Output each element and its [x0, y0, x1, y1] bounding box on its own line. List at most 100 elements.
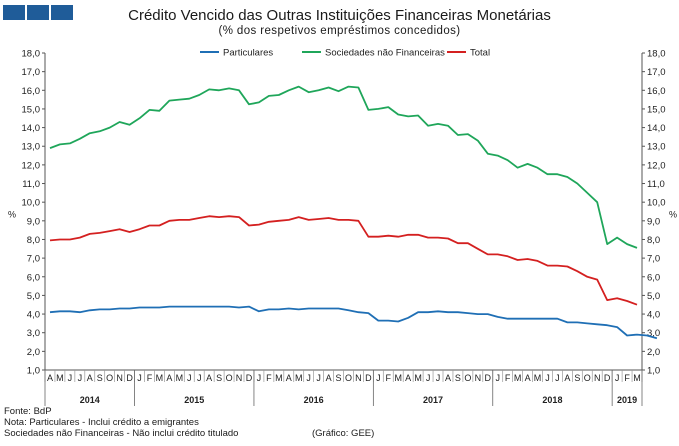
x-year-label: 2015 [184, 395, 204, 405]
x-month-label: J [187, 373, 192, 383]
y-tick-label: 15,0 [647, 104, 666, 115]
logo-square [51, 5, 73, 20]
series-line-sociedades [49, 85, 638, 249]
x-month-label: O [345, 373, 352, 383]
x-month-label: A [564, 373, 570, 383]
y-tick-label: 12,0 [647, 160, 666, 171]
legend-label: Sociedades não Financeiras [325, 48, 445, 59]
x-month-label: O [226, 373, 233, 383]
y-tick-label: 7,0 [647, 254, 660, 265]
x-month-label: J [78, 373, 83, 383]
y-tick-label: 8,0 [647, 235, 660, 246]
note-sociedades: Sociedades não Financeiras - Não inclui … [4, 428, 239, 439]
y-tick-label: 12,0 [22, 160, 41, 171]
y-tick-label: 17,0 [22, 67, 41, 78]
x-month-label: J [316, 373, 321, 383]
x-year-label: 2017 [423, 395, 443, 405]
x-year-label: 2018 [542, 395, 562, 405]
x-month-label: M [295, 373, 303, 383]
x-month-label: N [355, 373, 362, 383]
y-tick-label: 18,0 [22, 49, 41, 60]
note-particulares: Nota: Particulares - Inclui crédito a em… [4, 417, 199, 428]
logo-square [3, 5, 25, 20]
y-tick-label: 16,0 [647, 86, 666, 97]
chart-notes: Fonte: BdP Nota: Particulares - Inclui c… [4, 406, 238, 439]
x-month-label: O [464, 373, 471, 383]
y-tick-label: 6,0 [647, 272, 660, 283]
y-tick-label: 18,0 [647, 49, 666, 60]
x-month-label: S [216, 373, 222, 383]
y-tick-label: 1,0 [647, 366, 660, 377]
x-month-label: D [604, 373, 611, 383]
y-tick-label: 4,0 [27, 310, 40, 321]
x-month-label: N [236, 373, 243, 383]
y-tick-label: 11,0 [647, 179, 665, 190]
y-tick-label: 2,0 [647, 347, 660, 358]
y-tick-label: 14,0 [22, 123, 41, 134]
series-line-total [49, 215, 638, 306]
source-note: Fonte: BdP [4, 406, 52, 417]
y-tick-label: 3,0 [647, 328, 660, 339]
chart-subtitle: (% dos respetivos empréstimos concedidos… [218, 25, 461, 37]
x-month-label: N [475, 373, 482, 383]
y-unit-label: % [669, 209, 677, 219]
y-tick-label: 13,0 [22, 142, 41, 153]
y-tick-label: 3,0 [27, 328, 40, 339]
x-month-label: A [47, 373, 53, 383]
x-year-label: 2019 [617, 395, 637, 405]
chart-axes [44, 53, 643, 371]
x-month-label: O [584, 373, 591, 383]
legend-label: Total [470, 48, 490, 59]
x-year-label: 2016 [304, 395, 324, 405]
chart-legend: Particulares Sociedades não Financeiras To… [200, 48, 490, 59]
x-month-label: J [257, 373, 262, 383]
x-month-label: M [275, 373, 283, 383]
x-month-label: A [166, 373, 172, 383]
y-unit-label: % [8, 209, 16, 219]
x-month-label: N [594, 373, 601, 383]
y-axis-right: 1,0 2,0 3,0 4,0 5,0 6,0 7,0 8,0 9,0 10,0 11,0 12,0 1… [642, 49, 677, 377]
x-month-label: F [386, 373, 392, 383]
x-month-label: O [106, 373, 113, 383]
x-month-label: J [137, 373, 142, 383]
x-month-label: F [505, 373, 511, 383]
y-tick-label: 17,0 [647, 67, 666, 78]
x-month-label: A [326, 373, 332, 383]
x-month-label: M [394, 373, 402, 383]
x-month-label: F [147, 373, 153, 383]
y-tick-label: 1,0 [27, 366, 40, 377]
legend-label: Particulares [223, 48, 273, 59]
x-month-label: A [206, 373, 212, 383]
y-tick-label: 10,0 [22, 198, 41, 209]
y-tick-label: 7,0 [27, 254, 40, 265]
y-tick-label: 13,0 [647, 142, 666, 153]
x-month-label: J [426, 373, 431, 383]
x-month-label: A [87, 373, 93, 383]
y-tick-label: 2,0 [27, 347, 40, 358]
y-tick-label: 9,0 [647, 216, 660, 227]
y-axis-left: 1,0 2,0 3,0 4,0 5,0 6,0 7,0 8,0 9,0 10,0 11,0 12,0 1… [8, 49, 45, 377]
x-month-label: J [615, 373, 620, 383]
x-month-label: N [116, 373, 123, 383]
x-month-label: S [97, 373, 103, 383]
y-tick-label: 6,0 [27, 272, 40, 283]
x-month-label: J [436, 373, 441, 383]
chart-series [49, 85, 658, 340]
y-tick-label: 5,0 [27, 291, 40, 302]
x-month-label: J [197, 373, 202, 383]
series-line-particulares [49, 305, 658, 340]
x-month-label: J [545, 373, 550, 383]
y-tick-label: 5,0 [647, 291, 660, 302]
x-month-label: J [495, 373, 500, 383]
x-month-label: M [176, 373, 184, 383]
x-month-label: D [485, 373, 492, 383]
x-month-label: J [555, 373, 560, 383]
x-month-label: M [414, 373, 422, 383]
x-month-label: D [246, 373, 253, 383]
x-month-label: A [405, 373, 411, 383]
x-month-label: J [68, 373, 73, 383]
x-month-label: A [286, 373, 292, 383]
x-month-label: M [156, 373, 164, 383]
x-month-label: S [455, 373, 461, 383]
y-tick-label: 8,0 [27, 235, 40, 246]
